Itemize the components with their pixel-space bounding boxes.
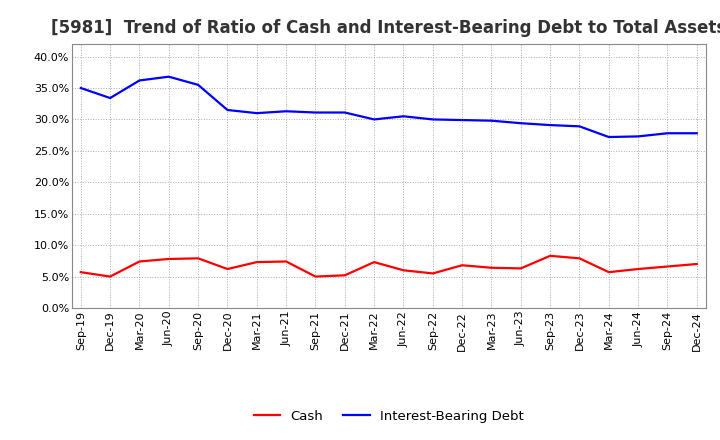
Interest-Bearing Debt: [575, 124, 584, 129]
Interest-Bearing Debt: [370, 117, 379, 122]
Interest-Bearing Debt: [546, 122, 554, 128]
Cash: [253, 260, 261, 265]
Cash: [223, 266, 232, 271]
Cash: [282, 259, 290, 264]
Interest-Bearing Debt: [106, 95, 114, 101]
Interest-Bearing Debt: [311, 110, 320, 115]
Cash: [693, 261, 701, 267]
Interest-Bearing Debt: [458, 117, 467, 123]
Cash: [135, 259, 144, 264]
Interest-Bearing Debt: [399, 114, 408, 119]
Interest-Bearing Debt: [516, 121, 525, 126]
Cash: [575, 256, 584, 261]
Cash: [487, 265, 496, 271]
Interest-Bearing Debt: [76, 85, 85, 91]
Cash: [341, 273, 349, 278]
Cash: [76, 270, 85, 275]
Interest-Bearing Debt: [164, 74, 173, 79]
Cash: [370, 260, 379, 265]
Cash: [311, 274, 320, 279]
Cash: [516, 266, 525, 271]
Interest-Bearing Debt: [634, 134, 642, 139]
Line: Cash: Cash: [81, 256, 697, 277]
Legend: Cash, Interest-Bearing Debt: Cash, Interest-Bearing Debt: [248, 404, 529, 428]
Interest-Bearing Debt: [194, 82, 202, 88]
Interest-Bearing Debt: [341, 110, 349, 115]
Cash: [663, 264, 672, 269]
Cash: [106, 274, 114, 279]
Interest-Bearing Debt: [428, 117, 437, 122]
Cash: [605, 270, 613, 275]
Interest-Bearing Debt: [253, 110, 261, 116]
Cash: [458, 263, 467, 268]
Cash: [546, 253, 554, 258]
Cash: [399, 268, 408, 273]
Cash: [634, 266, 642, 271]
Interest-Bearing Debt: [135, 78, 144, 83]
Line: Interest-Bearing Debt: Interest-Bearing Debt: [81, 77, 697, 137]
Interest-Bearing Debt: [487, 118, 496, 123]
Interest-Bearing Debt: [223, 107, 232, 113]
Cash: [194, 256, 202, 261]
Cash: [164, 257, 173, 262]
Interest-Bearing Debt: [693, 131, 701, 136]
Interest-Bearing Debt: [282, 109, 290, 114]
Title: [5981]  Trend of Ratio of Cash and Interest-Bearing Debt to Total Assets: [5981] Trend of Ratio of Cash and Intere…: [51, 19, 720, 37]
Interest-Bearing Debt: [663, 131, 672, 136]
Interest-Bearing Debt: [605, 134, 613, 139]
Cash: [428, 271, 437, 276]
